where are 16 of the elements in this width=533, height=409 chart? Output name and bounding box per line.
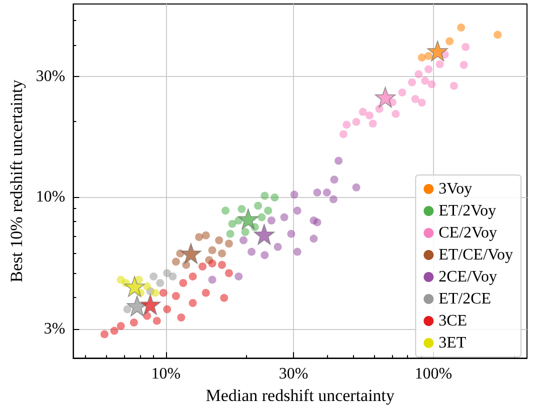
y-tick-label: 3% [44, 320, 66, 338]
legend-label: CE/2Voy [438, 224, 498, 242]
legend-label: 2CE/Voy [438, 268, 498, 286]
legend-label: 3Voy [438, 180, 472, 198]
x-axis-title: Median redshift uncertainty [206, 386, 396, 405]
legend-label: 3ET [438, 334, 466, 352]
y-tick-label: 30% [36, 68, 66, 85]
x-tick-label: 30% [278, 366, 308, 383]
legend-label: 3CE [438, 312, 468, 330]
y-tick-label: 10% [36, 188, 66, 206]
legend-label: ET/CE/Voy [438, 246, 513, 264]
x-tick-label: 100% [414, 366, 452, 383]
legend-label: ET/2Voy [438, 202, 496, 220]
x-tick-label: 10% [151, 366, 181, 383]
legend-label: ET/2CE [438, 290, 492, 308]
y-axis-title: Best 10% redshift uncertainty [7, 79, 26, 282]
